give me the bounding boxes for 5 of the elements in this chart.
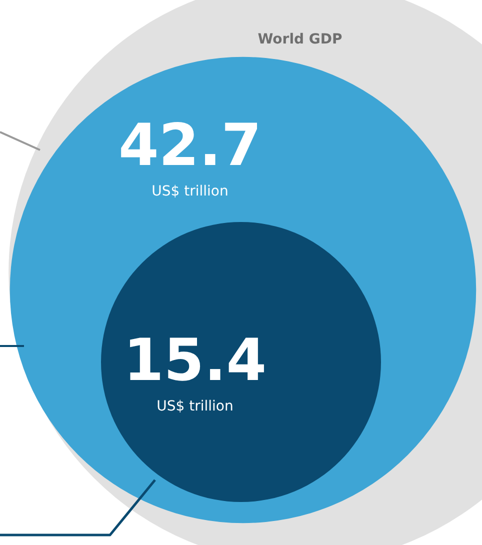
category-label: World GDP	[258, 32, 342, 48]
text: US$ trillion	[156, 398, 234, 415]
data-label: 15.4	[123, 326, 267, 394]
text: US$ trillion	[152, 184, 228, 200]
data-label: 42.7	[118, 111, 262, 180]
